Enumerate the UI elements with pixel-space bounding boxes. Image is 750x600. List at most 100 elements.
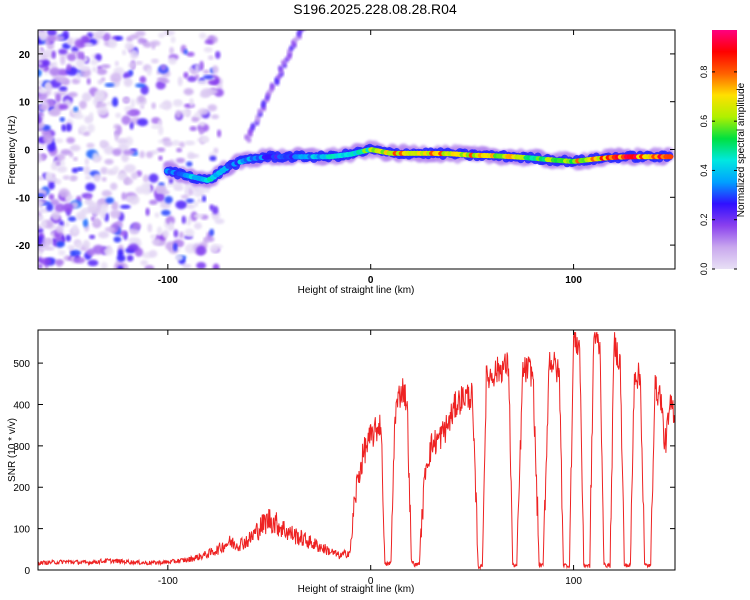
heatmap-noise-cell (199, 121, 206, 127)
heatmap-noise-cell (139, 76, 147, 84)
heatmap-noise-cell (51, 50, 56, 60)
heatmap-noise-cell (142, 41, 153, 48)
heatmap-noise-cell (97, 106, 109, 117)
heatmap-noise-cell (156, 147, 166, 153)
heatmap-noise-cell (207, 55, 214, 60)
heatmap-noise-cell (55, 93, 62, 103)
heatmap-ridge-layer (162, 139, 675, 189)
heatmap-noise-cell (142, 174, 149, 183)
heatmap-noise-cell (180, 194, 190, 199)
heatmap-noise-cell (102, 32, 111, 42)
heatmap-noise-cell (38, 154, 43, 163)
snr-x-tick-label: 100 (565, 576, 582, 587)
heatmap-noise-cell (67, 245, 76, 250)
heatmap-noise-cell (150, 124, 162, 129)
heatmap-noise-cell (97, 231, 110, 239)
heatmap-noise-cell (215, 50, 221, 59)
heatmap-noise-cell (86, 142, 95, 149)
heatmap-noise-cell (38, 263, 43, 269)
heatmap-noise-cell (58, 188, 70, 198)
heatmap-noise-cell (198, 32, 207, 39)
heatmap-noise-cell (154, 192, 165, 202)
heatmap-noise-cell (210, 244, 219, 253)
heatmap-noise-cell (184, 140, 196, 146)
heatmap-noise-cell (175, 157, 186, 164)
heatmap-noise-cell (151, 238, 161, 246)
heatmap-noise-cell (69, 175, 78, 181)
heatmap-x-ticks: -100 0 100 (158, 30, 582, 286)
heatmap-noise-cell (217, 84, 223, 89)
heatmap-noise-cell (187, 75, 197, 82)
heatmap-noise-cell (76, 166, 84, 172)
heatmap-noise-cell (108, 38, 118, 49)
heatmap-noise-cell (193, 213, 204, 219)
heatmap-noise-cell (158, 103, 167, 109)
heatmap-noise-cell (38, 68, 42, 77)
heatmap-noise-cell (202, 195, 207, 203)
heatmap-noise-cell (150, 234, 157, 239)
heatmap-noise-cell (51, 210, 61, 221)
heatmap-noise-cell (158, 155, 163, 161)
heatmap-noise-cell (199, 60, 204, 71)
heatmap-noise-cell (38, 193, 45, 198)
heatmap-noise-cell (113, 236, 122, 243)
colorbar-label: Normalized spectral amplitude (736, 82, 747, 217)
heatmap-noise-cell (66, 137, 76, 144)
heatmap-noise-cell (297, 30, 303, 34)
heatmap-noise-cell (100, 166, 108, 175)
heatmap-noise-cell (43, 59, 51, 66)
heatmap-noise-cell (164, 196, 173, 204)
heatmap-noise-cell (131, 171, 138, 180)
heatmap-noise-cell (269, 82, 275, 89)
heatmap-noise-cell (185, 198, 195, 203)
heatmap-noise-cell (105, 197, 115, 204)
heatmap-noise-cell (70, 249, 82, 257)
heatmap-noise-cell (117, 137, 128, 145)
heatmap-noise-cell (90, 58, 99, 66)
heatmap-noise-cell (81, 92, 92, 102)
heatmap-noise-cell (58, 220, 64, 227)
colorbar-ticks: 0.0 0.2 0.4 0.6 0.8 (699, 66, 737, 275)
heatmap-noise-cell (183, 71, 189, 79)
heatmap-noise-cell (173, 242, 178, 252)
heatmap-noise-cell (168, 221, 174, 230)
heatmap-noise-cell (52, 35, 65, 41)
heatmap-noise-cell (156, 226, 163, 236)
heatmap-noise-cell (92, 31, 104, 38)
heatmap-noise-cell (59, 117, 66, 122)
heatmap-noise-cell (168, 57, 177, 65)
heatmap-noise-cell (48, 193, 55, 201)
heatmap-noise-cell (191, 117, 200, 123)
snr-x-axis-label: Height of straight line (km) (298, 584, 415, 595)
heatmap-noise-cell (38, 61, 43, 66)
heatmap-noise-cell (65, 196, 72, 202)
heatmap-noise-cell (92, 97, 98, 106)
heatmap-noise-cell (104, 227, 116, 233)
heatmap-noise-cell (175, 200, 187, 210)
heatmap-noise-cell (38, 91, 48, 101)
heatmap-noise-cell (38, 115, 42, 124)
snr-y-tick-label: 400 (13, 400, 30, 411)
heatmap-noise-cell (46, 35, 56, 42)
heatmap-noise-cell (115, 35, 124, 41)
heatmap-noise-cell (119, 204, 131, 209)
heatmap-noise-cell (186, 161, 193, 167)
heatmap-noise-cell (74, 39, 86, 49)
heatmap-noise-cell (112, 148, 122, 156)
heatmap-noise-cell (172, 100, 183, 107)
heatmap-noise-cell (207, 80, 219, 86)
heatmap-noise-cell (169, 46, 175, 55)
heatmap-ridge-cell (666, 154, 674, 160)
heatmap-noise-cell (46, 142, 56, 152)
heatmap-noise-cell (88, 111, 94, 122)
heatmap-noise-cell (177, 76, 183, 87)
heatmap-noise-cell (209, 228, 215, 237)
heatmap-noise-cell (165, 241, 176, 251)
heatmap-noise-cell (93, 217, 100, 226)
heatmap-noise-cell (100, 203, 108, 214)
heatmap-noise-cell (140, 260, 149, 266)
heatmap-noise-cell (197, 198, 203, 203)
heatmap-noise-cell (129, 121, 134, 130)
heatmap-noise-cell (110, 182, 118, 191)
